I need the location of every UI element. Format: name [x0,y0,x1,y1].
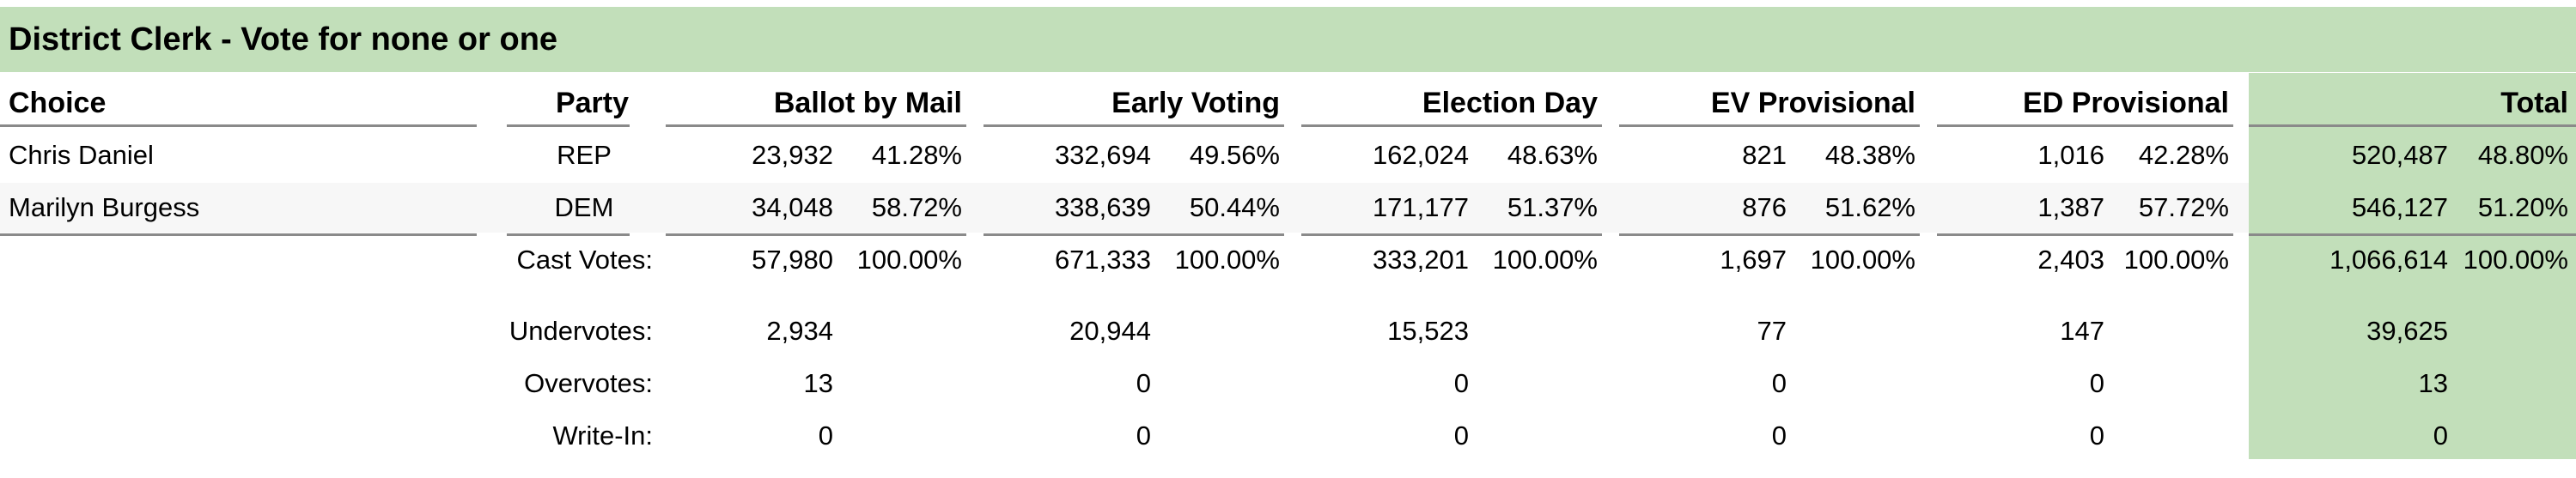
header-rule-ballot-by-mail [666,124,966,127]
cast-ev-provisional-votes: 1,697 [1720,245,1787,275]
undervotes-label: Undervotes: [509,316,653,346]
cast-rule-ballot-by-mail [666,233,966,236]
overvotes-total: 13 [2418,368,2448,398]
cast-rule-ev-provisional [1619,233,1920,236]
election-day-pct: 51.37% [1507,192,1598,222]
election-day-pct: 48.63% [1507,140,1598,170]
header-ev-provisional: EV Provisional [1710,87,1915,119]
undervotes-early-voting: 20,944 [1069,316,1151,346]
ed-provisional-pct: 57.72% [2138,192,2229,222]
overvotes-ballot-by-mail: 13 [803,368,833,398]
write-in-early-voting: 0 [1136,421,1151,451]
party: REP [557,140,612,170]
cast-total-votes: 1,066,614 [2329,245,2448,275]
header-choice: Choice [9,87,107,119]
header-party: Party [555,87,629,119]
write-in-election-day: 0 [1453,421,1469,451]
early-voting-votes: 338,639 [1054,192,1151,222]
write-in-ev-provisional: 0 [1771,421,1787,451]
cast-rule-election-day [1301,233,1602,236]
header-rule-ev-provisional [1619,124,1920,127]
total-votes: 520,487 [2351,140,2448,170]
header-rule-election-day [1301,124,1602,127]
header-rule-ed-provisional [1937,124,2233,127]
contest-title: District Clerk - Vote for none or one [9,21,558,57]
cast-ev-provisional-pct: 100.00% [1810,245,1915,275]
cast-election-day-pct: 100.00% [1492,245,1598,275]
cast-votes-label: Cast Votes: [516,245,653,275]
header-ballot-by-mail: Ballot by Mail [773,87,962,119]
early-voting-pct: 50.44% [1189,192,1280,222]
ed-provisional-pct: 42.28% [2138,140,2229,170]
cast-rule-ed-provisional [1937,233,2233,236]
cast-rule-choice [0,233,477,236]
ballot-by-mail-pct: 58.72% [871,192,962,222]
ballot-by-mail-votes: 34,048 [752,192,833,222]
header-election-day: Election Day [1422,87,1598,119]
overvotes-election-day: 0 [1453,368,1469,398]
party: DEM [554,192,614,222]
header-rule-choice [0,124,477,127]
undervotes-ev-provisional: 77 [1757,316,1787,346]
cast-ballot-by-mail-votes: 57,980 [752,245,833,275]
ev-provisional-votes: 876 [1742,192,1787,222]
cast-total-pct: 100.00% [2463,245,2568,275]
early-voting-votes: 332,694 [1054,140,1151,170]
overvotes-ed-provisional: 0 [2089,368,2104,398]
total-pct: 51.20% [2477,192,2568,222]
header-total: Total [2500,87,2568,119]
ev-provisional-pct: 51.62% [1824,192,1915,222]
overvotes-label: Overvotes: [524,368,653,398]
ballot-by-mail-votes: 23,932 [752,140,833,170]
write-in-total: 0 [2433,421,2448,451]
cast-rule-party [507,233,630,236]
undervotes-total: 39,625 [2366,316,2448,346]
ed-provisional-votes: 1,016 [2037,140,2104,170]
cast-rule-early-voting [984,233,1284,236]
total-column-background [2249,73,2576,459]
ed-provisional-votes: 1,387 [2037,192,2104,222]
election-day-votes: 162,024 [1372,140,1469,170]
cast-ed-provisional-votes: 2,403 [2037,245,2104,275]
overvotes-early-voting: 0 [1136,368,1151,398]
header-ed-provisional: ED Provisional [2023,87,2229,119]
cast-election-day-votes: 333,201 [1372,245,1469,275]
undervotes-ed-provisional: 147 [2060,316,2104,346]
cast-ballot-by-mail-pct: 100.00% [856,245,962,275]
title-bar: District Clerk - Vote for none or one [0,7,2576,72]
choice-name: Chris Daniel [9,140,154,170]
choice-name: Marilyn Burgess [9,192,200,222]
ballot-by-mail-pct: 41.28% [871,140,962,170]
header-rule-party [507,124,630,127]
undervotes-election-day: 15,523 [1387,316,1469,346]
ev-provisional-pct: 48.38% [1824,140,1915,170]
row-band [0,183,2249,233]
cast-early-voting-pct: 100.00% [1174,245,1280,275]
write-in-label: Write-In: [552,421,653,451]
cast-rule-total [2249,233,2576,236]
header-early-voting: Early Voting [1111,87,1280,119]
header-rule-early-voting [984,124,1284,127]
write-in-ed-provisional: 0 [2089,421,2104,451]
cast-early-voting-votes: 671,333 [1054,245,1151,275]
total-pct: 48.80% [2477,140,2568,170]
total-votes: 546,127 [2351,192,2448,222]
cast-ed-provisional-pct: 100.00% [2123,245,2229,275]
header-rule-total [2249,124,2576,127]
early-voting-pct: 49.56% [1189,140,1280,170]
overvotes-ev-provisional: 0 [1771,368,1787,398]
election-day-votes: 171,177 [1372,192,1469,222]
write-in-ballot-by-mail: 0 [818,421,833,451]
undervotes-ballot-by-mail: 2,934 [766,316,833,346]
ev-provisional-votes: 821 [1742,140,1787,170]
